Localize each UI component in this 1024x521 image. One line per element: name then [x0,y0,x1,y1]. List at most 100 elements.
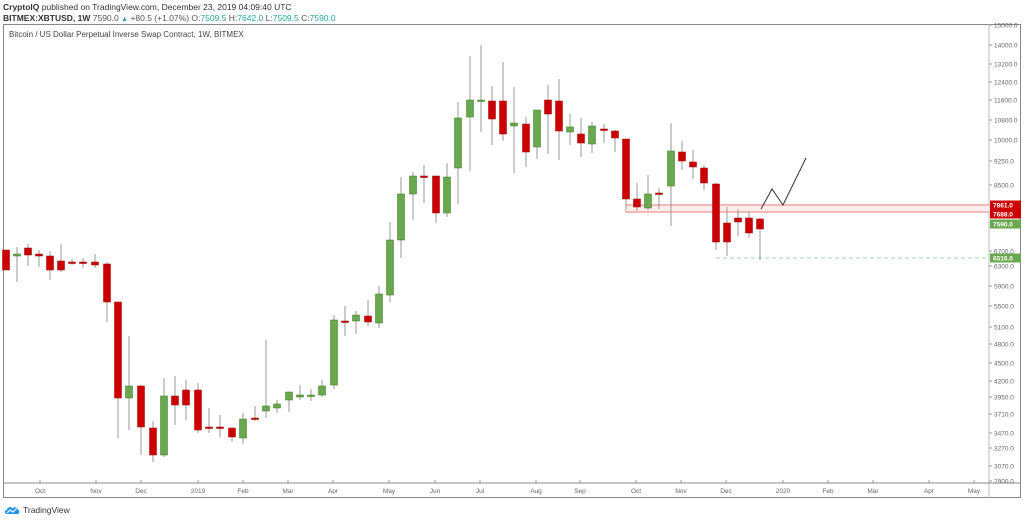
x-tick-label: Nov [675,488,687,495]
candle[interactable] [689,150,697,179]
candle[interactable] [228,427,236,442]
candle[interactable] [510,87,518,173]
candle[interactable] [723,207,731,256]
candle[interactable] [466,56,474,171]
y-tick-label: 6300.0 [994,264,1014,271]
y-tick-label: 3070.0 [994,464,1014,471]
candle[interactable] [68,259,76,265]
candle[interactable] [239,413,247,444]
candle[interactable] [566,114,574,145]
candle[interactable] [375,286,383,328]
candle[interactable] [756,218,764,260]
candle[interactable] [633,183,641,211]
candle[interactable] [655,188,663,209]
x-tick-label: May [383,488,396,495]
candle[interactable] [667,123,675,226]
x-tick-label: Apr [924,488,935,495]
candle[interactable] [46,251,54,280]
candle[interactable] [137,385,145,455]
candle[interactable] [114,301,122,438]
candle[interactable] [2,249,10,271]
candle[interactable] [285,391,293,412]
tradingview-cloud-icon [4,507,20,514]
up-arrow-icon: ▲ [121,16,129,23]
open-value: 7509.5 [200,13,227,23]
x-tick-label: Apr [328,488,339,495]
candle[interactable] [182,380,190,420]
candle[interactable] [24,244,32,266]
price-label [990,219,1021,229]
candle[interactable] [262,340,270,418]
candle[interactable] [622,138,630,209]
candle[interactable] [499,62,507,141]
y-tick-label: 10800.0 [994,118,1018,125]
candle[interactable] [216,415,224,437]
brand-logo[interactable]: TradingView [4,505,70,515]
high-value: 7642.0 [237,13,264,23]
candle[interactable] [386,222,394,302]
candle[interactable] [477,45,485,132]
candle[interactable] [364,300,372,326]
y-tick-label: 3470.0 [994,431,1014,438]
candle[interactable] [13,247,21,282]
candle[interactable] [307,389,315,401]
candle[interactable] [432,175,440,223]
candle[interactable] [734,209,742,236]
x-tick-label: Jun [430,488,441,495]
candle[interactable] [341,306,349,336]
y-tick-label: 5900.0 [994,284,1014,291]
candle[interactable] [149,421,157,462]
price-label [990,253,1021,263]
author-name: CryptoIQ [3,2,40,12]
y-tick-label: 13200.0 [994,62,1018,69]
y-tick-label: 5100.0 [994,325,1014,332]
candle[interactable] [588,122,596,153]
x-tick-label: Feb [237,488,249,495]
x-tick-label: Dec [135,488,147,495]
candle[interactable] [644,175,652,210]
candle[interactable] [488,86,496,145]
candle[interactable] [544,85,552,154]
candle[interactable] [194,383,202,433]
candle[interactable] [611,130,619,152]
candle[interactable] [103,262,111,322]
candle[interactable] [160,378,168,457]
candle[interactable] [700,165,708,190]
candle[interactable] [296,385,304,400]
candle[interactable] [318,380,326,397]
candle[interactable] [522,117,530,167]
candle[interactable] [555,79,563,160]
candle[interactable] [712,183,720,250]
candle[interactable] [91,254,99,268]
candle[interactable] [35,250,43,267]
candle[interactable] [251,406,259,421]
candle[interactable] [678,141,686,170]
candle[interactable] [79,258,87,268]
candle[interactable] [330,315,338,389]
price-label [990,200,1021,210]
candle[interactable] [420,165,428,203]
candle[interactable] [454,102,462,204]
candle[interactable] [533,109,541,159]
y-tick-label: 14000.0 [994,43,1018,50]
candle[interactable] [171,376,179,425]
candle[interactable] [745,212,753,238]
candle[interactable] [397,177,405,258]
candle[interactable] [577,118,585,157]
candle[interactable] [57,244,65,272]
candle[interactable] [443,163,451,217]
candle[interactable] [205,408,213,433]
low-value: 7509.5 [272,13,299,23]
y-tick-label: 3950.0 [994,395,1014,402]
candle[interactable] [125,336,133,430]
candle[interactable] [409,172,417,220]
y-tick-label: 2900.0 [994,479,1014,486]
candle[interactable] [600,124,608,143]
candle[interactable] [273,400,281,413]
publish-info: CryptoIQ published on TradingView.com, D… [3,2,292,12]
close-label: C: [301,13,310,23]
candle[interactable] [352,311,360,334]
x-tick-label: Feb [822,488,834,495]
y-tick-label: 4500.0 [994,361,1014,368]
